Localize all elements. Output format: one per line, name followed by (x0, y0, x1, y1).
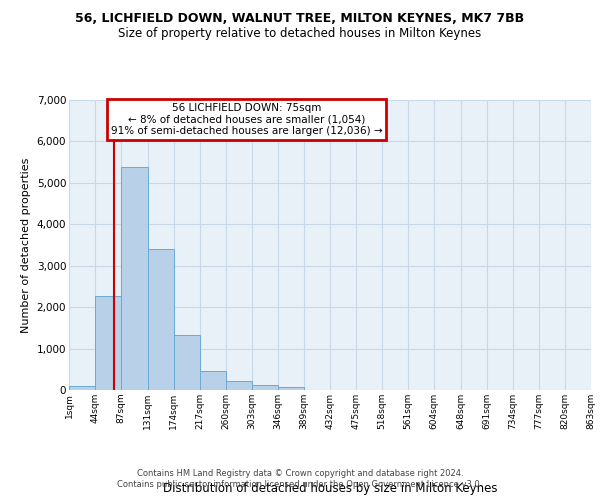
Bar (252, 386, 278, 390)
Text: Size of property relative to detached houses in Milton Keynes: Size of property relative to detached ho… (118, 28, 482, 40)
X-axis label: Distribution of detached houses by size in Milton Keynes: Distribution of detached houses by size … (163, 482, 497, 495)
Bar (121, 167, 148, 390)
Text: 56, LICHFIELD DOWN, WALNUT TREE, MILTON KEYNES, MK7 7BB: 56, LICHFIELD DOWN, WALNUT TREE, MILTON … (76, 12, 524, 26)
Y-axis label: Number of detached properties: Number of detached properties (21, 158, 31, 332)
Bar (200, 372, 226, 390)
Text: Contains HM Land Registry data © Crown copyright and database right 2024.: Contains HM Land Registry data © Crown c… (137, 468, 463, 477)
Bar (226, 382, 252, 390)
Bar (69, 386, 95, 390)
Bar (174, 335, 200, 390)
Bar (95, 296, 121, 390)
Text: Contains public sector information licensed under the Open Government Licence v3: Contains public sector information licen… (118, 480, 482, 489)
Bar (148, 249, 174, 390)
Text: 56 LICHFIELD DOWN: 75sqm
← 8% of detached houses are smaller (1,054)
91% of semi: 56 LICHFIELD DOWN: 75sqm ← 8% of detache… (110, 103, 382, 136)
Bar (278, 386, 304, 390)
